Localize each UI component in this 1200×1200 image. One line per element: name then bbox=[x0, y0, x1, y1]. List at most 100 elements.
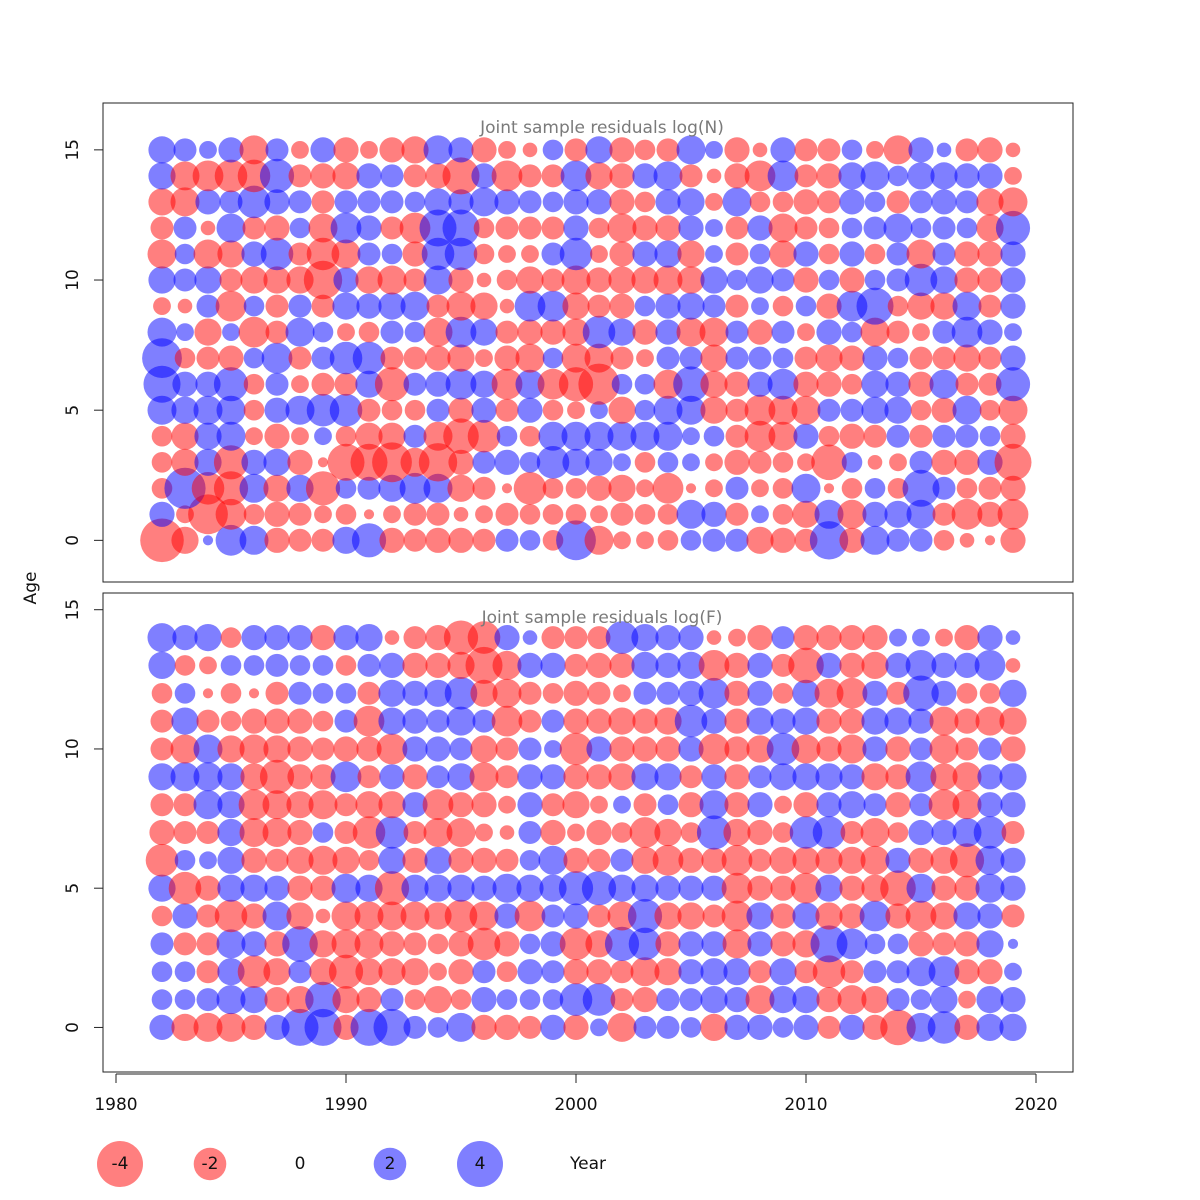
panel-log-f-bubble bbox=[540, 819, 566, 846]
panel-log-n-bubble bbox=[519, 452, 541, 473]
panel-log-n-bubble bbox=[908, 371, 934, 397]
panel-log-n-bubble bbox=[218, 345, 244, 371]
panel-log-n-bubble bbox=[770, 137, 796, 163]
panel-log-n-bubble bbox=[496, 425, 518, 447]
panel-log-n-bubble bbox=[749, 191, 771, 213]
panel-log-n-bubble bbox=[930, 162, 958, 190]
panel-log-f-bubble bbox=[378, 958, 406, 986]
panel-log-n-bubble bbox=[565, 504, 587, 525]
panel-log-n-bubble bbox=[380, 216, 404, 240]
panel-log-f-bubble bbox=[518, 681, 542, 705]
panel-log-n-bubble bbox=[995, 367, 1031, 402]
panel-log-n-bubble bbox=[586, 267, 612, 293]
panel-log-n-bubble bbox=[909, 528, 933, 552]
panel-log-f-bubble bbox=[217, 818, 245, 847]
panel-log-n-bubble bbox=[655, 189, 681, 215]
panel-log-n-bubble bbox=[976, 214, 1004, 242]
panel-log-f-bubble bbox=[542, 683, 564, 704]
panel-log-f-bubble bbox=[696, 815, 732, 850]
panel-log-n-bubble bbox=[423, 265, 453, 295]
panel-log-f-bubble bbox=[495, 765, 519, 789]
panel-log-n-y-tick-label: 5 bbox=[63, 405, 83, 416]
panel-log-f-bubble bbox=[262, 818, 292, 847]
panel-log-f-bubble bbox=[977, 764, 1003, 790]
panel-log-n-bubble bbox=[200, 220, 216, 236]
panel-log-f-bubble bbox=[586, 819, 612, 846]
panel-log-n-bubble bbox=[632, 163, 658, 189]
panel-log-n-bubble bbox=[906, 239, 936, 269]
panel-log-n-bubble bbox=[404, 191, 426, 213]
panel-log-f-bubble bbox=[627, 898, 663, 934]
panel-log-f-bubble bbox=[701, 764, 727, 790]
panel-log-n-bubble bbox=[213, 445, 249, 480]
panel-log-f-bubble bbox=[563, 764, 589, 790]
legend-label: 2 bbox=[385, 1154, 396, 1174]
panel-log-f-bubble bbox=[1001, 904, 1025, 928]
panel-log-f-bubble bbox=[562, 791, 590, 819]
panel-log-f-bubble bbox=[333, 736, 359, 762]
panel-log-n-bubble bbox=[608, 396, 636, 424]
panel-log-f-bubble bbox=[202, 688, 214, 699]
panel-log-f-bubble bbox=[954, 1014, 980, 1040]
panel-log-n-bubble bbox=[263, 474, 291, 502]
panel-log-n-bubble bbox=[311, 346, 335, 370]
panel-log-f-bubble bbox=[378, 707, 406, 735]
panel-log-n-bubble bbox=[475, 349, 493, 367]
panel-log-f-bubble bbox=[999, 707, 1027, 735]
panel-log-f-bubble bbox=[471, 847, 497, 873]
panel-log-f-bubble bbox=[975, 845, 1005, 875]
panel-log-f-bubble bbox=[425, 625, 451, 651]
panel-log-n-bubble bbox=[560, 160, 592, 192]
panel-log-f-bubble bbox=[766, 732, 800, 766]
panel-log-n-bubble bbox=[265, 294, 289, 318]
panel-log-f-bubble bbox=[516, 874, 544, 902]
panel-log-f-bubble bbox=[724, 987, 750, 1013]
panel-log-f-bubble bbox=[174, 961, 196, 982]
panel-log-f-bubble bbox=[196, 709, 220, 733]
panel-log-f-bubble bbox=[1000, 987, 1026, 1013]
panel-log-f-bubble bbox=[403, 1015, 427, 1039]
panel-log-n-bubble bbox=[495, 216, 519, 240]
panel-log-n-bubble bbox=[540, 319, 566, 345]
panel-log-n-bubble bbox=[632, 319, 658, 345]
x-axis: 1980 1990 2000 2010 2020 bbox=[94, 1073, 1058, 1115]
panel-log-f-bubble bbox=[931, 875, 957, 901]
panel-log-n-bubble bbox=[541, 242, 565, 266]
panel-log-f-bubble bbox=[355, 874, 383, 902]
panel-log-n-bubble bbox=[172, 371, 198, 397]
panel-log-n-bubble bbox=[332, 292, 360, 320]
panel-log-f-bubble bbox=[145, 844, 179, 877]
panel-log-n-bubble bbox=[426, 502, 450, 526]
panel-log-n-bubble bbox=[379, 527, 405, 553]
panel-log-f-bubble bbox=[315, 908, 331, 924]
panel-log-n-bubble bbox=[516, 266, 544, 294]
panel-log-n-bubble bbox=[542, 504, 564, 525]
panel-log-f-bubble bbox=[446, 818, 476, 847]
panel-log-n-bubble bbox=[424, 188, 452, 216]
panel-log-n-bubble bbox=[656, 346, 680, 370]
panel-log-f-bubble bbox=[586, 959, 612, 985]
panel-log-n-bubble bbox=[932, 424, 956, 448]
panel-log-f-bubble bbox=[475, 823, 493, 842]
panel-log-n-bubble bbox=[194, 448, 222, 476]
panel-log-f-bubble bbox=[631, 874, 659, 902]
panel-log-n-bubble bbox=[403, 346, 427, 370]
panel-log-f-bubble bbox=[678, 792, 704, 818]
panel-log-n-bubble bbox=[930, 266, 958, 294]
panel-log-n-bubble bbox=[222, 323, 240, 341]
panel-log-n-bubble bbox=[655, 293, 681, 319]
panel-log-f-bubble bbox=[148, 874, 176, 902]
panel-log-n-bubble bbox=[470, 292, 498, 320]
panel-log-n-bubble bbox=[792, 500, 820, 528]
panel-log-f-bubble bbox=[426, 709, 450, 733]
panel-log-f-y-tick-label: 15 bbox=[63, 599, 83, 621]
panel-log-n-bubble bbox=[150, 216, 174, 240]
panel-log-n-bubble bbox=[447, 474, 475, 502]
panel-log-f-bubble bbox=[790, 872, 822, 904]
panel-log-f-bubble bbox=[724, 652, 750, 679]
panel-log-f-bubble bbox=[793, 1014, 819, 1040]
panel-log-f-bubble bbox=[151, 905, 173, 927]
panel-log-n-bubble bbox=[174, 347, 196, 369]
panel-log-f-bubble bbox=[654, 818, 682, 847]
panel-log-f-bubble bbox=[747, 875, 773, 901]
